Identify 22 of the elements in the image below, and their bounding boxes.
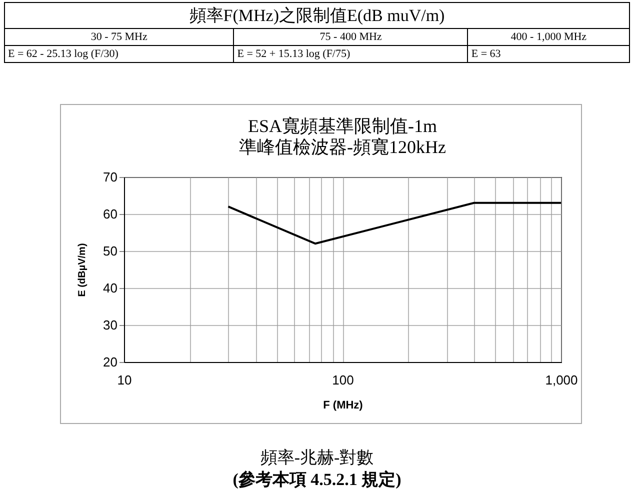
text: E = 62 - 25.13 log (F/30) — [4, 46, 234, 62]
chart-subtitle: 準峰值檢波器-頻寬120kHz — [239, 137, 446, 157]
y-axis-title: E (dBµV/m) — [77, 243, 88, 297]
text: E = 63 — [468, 46, 630, 62]
y-tick-label: 50 — [103, 244, 118, 258]
x-tick-label: 1,000 — [545, 372, 578, 388]
text: E = 52 + 15.13 log (F/75) — [234, 46, 468, 62]
text: 400 - 1,000 MHz — [468, 28, 630, 46]
x-tick-label: 100 — [332, 372, 354, 388]
text: 頻率F(MHz)之限制值E(dB muV/m) — [4, 2, 630, 28]
y-tick-label: 60 — [103, 206, 118, 222]
text: 頻率-兆赫-對數 — [259, 447, 375, 469]
y-tick-label: 20 — [103, 354, 118, 370]
text: (參考本項 4.5.2.1 規定) — [232, 469, 402, 491]
text: 75 - 400 MHz — [234, 28, 468, 46]
text: 30 - 75 MHz — [4, 28, 234, 46]
x-axis-title: F (MHz) — [323, 400, 364, 412]
x-tick-label: 10 — [117, 372, 132, 388]
chart-title: ESA寬頻基準限制值-1m — [248, 116, 437, 136]
y-tick-label: 30 — [103, 318, 118, 332]
y-tick-label: 70 — [103, 170, 118, 184]
y-tick-label: 40 — [103, 280, 118, 296]
